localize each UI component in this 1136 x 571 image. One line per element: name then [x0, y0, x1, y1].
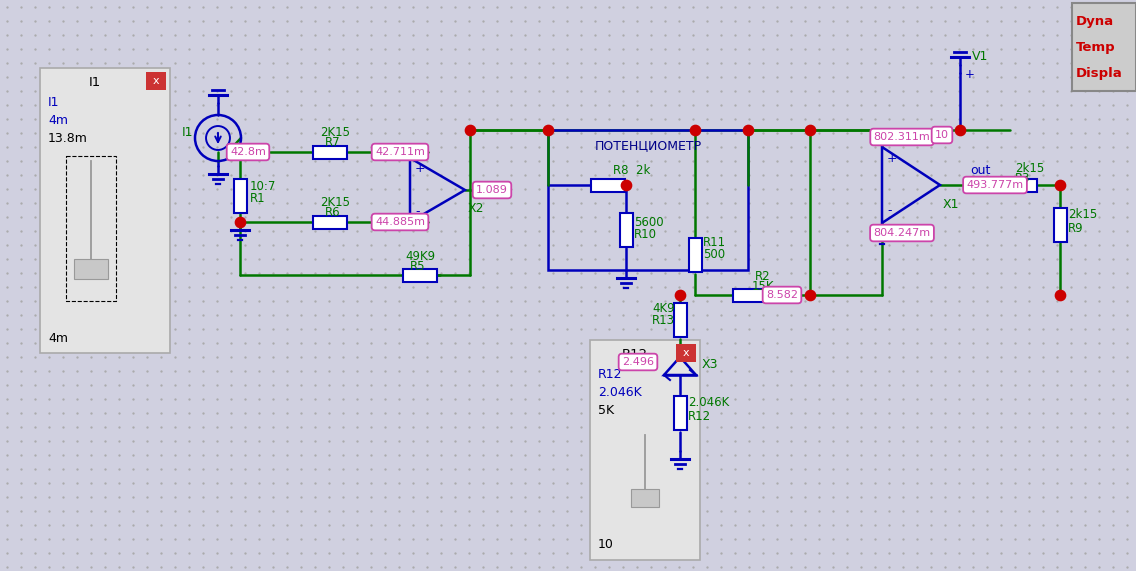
Text: R5: R5 [410, 260, 426, 274]
Point [738, 126, 757, 135]
Text: 10: 10 [598, 538, 613, 552]
Text: I1: I1 [182, 127, 193, 139]
Bar [1053, 208, 1067, 242]
Point [951, 126, 969, 135]
Text: +: + [415, 162, 426, 175]
Bar [314, 146, 346, 159]
Text: Temp: Temp [1076, 41, 1116, 54]
Text: 500: 500 [703, 248, 725, 262]
Bar [403, 268, 437, 282]
Text: +: + [964, 69, 975, 82]
Text: R7: R7 [325, 135, 341, 148]
Bar [74, 259, 108, 279]
Bar [674, 396, 686, 430]
Text: 2k15: 2k15 [1014, 163, 1044, 175]
Text: 2.046K: 2.046K [688, 396, 729, 409]
Bar [66, 156, 116, 301]
Text: I1: I1 [89, 77, 101, 90]
Text: 2K15: 2K15 [320, 195, 350, 208]
Text: 1.089: 1.089 [476, 185, 508, 195]
Bar [1072, 3, 1136, 91]
Text: X3: X3 [702, 359, 718, 372]
Bar [590, 340, 700, 560]
Text: 10:7: 10:7 [250, 179, 276, 192]
Text: 2.496: 2.496 [623, 357, 654, 367]
Text: 4K9: 4K9 [652, 301, 675, 315]
Point [1051, 180, 1069, 190]
Text: 493.777m: 493.777m [967, 180, 1024, 190]
Text: out: out [970, 164, 991, 178]
Text: 8.582: 8.582 [766, 290, 797, 300]
Text: 10: 10 [935, 130, 949, 140]
Text: V1: V1 [972, 50, 988, 63]
Point [231, 218, 249, 227]
Text: X1: X1 [943, 199, 960, 211]
Text: 44.885m: 44.885m [375, 217, 425, 227]
Point [617, 180, 635, 190]
Text: R12: R12 [621, 348, 648, 360]
Text: 49K9: 49K9 [406, 251, 435, 263]
Bar [234, 179, 247, 213]
Text: I1: I1 [48, 96, 59, 110]
Text: -: - [887, 204, 892, 218]
Bar [688, 238, 702, 272]
Text: R3: R3 [1014, 171, 1030, 184]
Text: R8  2k: R8 2k [613, 164, 651, 178]
Text: R6: R6 [325, 206, 341, 219]
Text: 4m: 4m [48, 332, 68, 344]
Bar [591, 179, 625, 191]
Text: R2: R2 [755, 271, 770, 283]
Text: x: x [152, 76, 159, 86]
Point [686, 126, 704, 135]
Text: 42.8m: 42.8m [231, 147, 266, 157]
Text: Dyna: Dyna [1076, 14, 1114, 27]
Text: R11: R11 [703, 236, 726, 250]
Text: R10: R10 [634, 228, 657, 242]
Bar [548, 130, 747, 270]
Bar [619, 213, 633, 247]
Text: 15K: 15K [752, 280, 775, 293]
Text: 42.711m: 42.711m [375, 147, 425, 157]
Bar [630, 489, 659, 507]
Text: x: x [683, 348, 690, 358]
Bar [147, 72, 166, 90]
Text: X2: X2 [468, 202, 484, 215]
Text: 4m: 4m [48, 114, 68, 127]
Bar [674, 303, 686, 337]
Text: Displa: Displa [1076, 66, 1122, 79]
Point [801, 126, 819, 135]
Point [671, 291, 690, 300]
Point [801, 291, 819, 300]
Text: ПОТЕНЦИОМЕТР: ПОТЕНЦИОМЕТР [594, 139, 702, 152]
Text: 2K15: 2K15 [320, 126, 350, 139]
Text: 5K: 5K [598, 404, 615, 416]
Point [461, 126, 479, 135]
Text: -: - [415, 206, 419, 219]
Text: 802.311m: 802.311m [874, 132, 930, 142]
Text: R12: R12 [598, 368, 623, 381]
Text: R9: R9 [1068, 222, 1084, 235]
Text: 13.8m: 13.8m [48, 131, 87, 144]
Bar [314, 215, 346, 228]
Bar [676, 344, 696, 362]
Text: 5600: 5600 [634, 215, 663, 228]
Text: 2k15: 2k15 [1068, 208, 1097, 222]
Text: R1: R1 [250, 191, 266, 204]
Text: R12: R12 [688, 409, 711, 423]
Text: 2.046K: 2.046K [598, 387, 642, 400]
Text: R13: R13 [652, 313, 675, 327]
Bar [40, 68, 170, 353]
Bar [733, 288, 767, 301]
Point [1051, 291, 1069, 300]
Text: +: + [887, 152, 897, 166]
Point [538, 126, 557, 135]
Bar [1003, 179, 1037, 191]
Text: 804.247m: 804.247m [874, 228, 930, 238]
